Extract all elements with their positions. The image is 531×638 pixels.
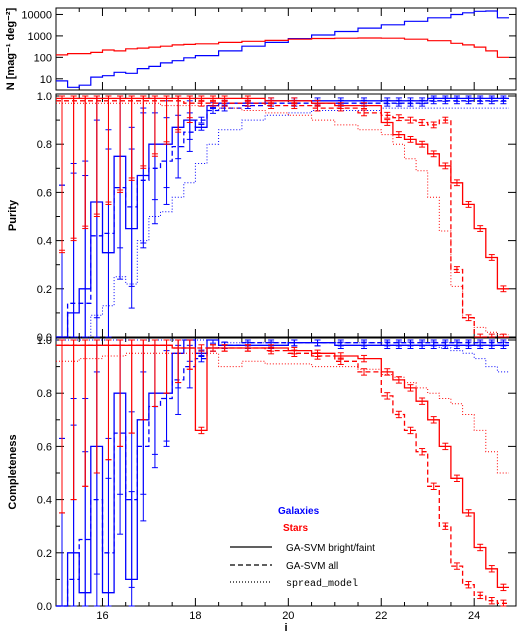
completeness-panel-series-stars-all: [56, 344, 509, 604]
purity-panel-y-tick-label: 0.6: [37, 187, 52, 199]
purity-panel-series-galaxies-spread-model: [56, 107, 509, 338]
counts-ylabel: N [mag⁻¹ deg⁻²]: [5, 7, 17, 90]
counts-series-galaxies: [56, 10, 509, 88]
purity-panel-y-tick-label: 0.4: [37, 236, 52, 248]
legend-all-label: GA-SVM all: [286, 561, 338, 572]
counts-series-stars: [56, 37, 509, 58]
purity-panel-y-tick-label: 0.8: [37, 139, 52, 151]
legend: Galaxies Stars GA-SVM bright/faint GA-SV…: [230, 506, 375, 590]
completeness-panel-y-tick-label: 0.8: [37, 388, 52, 400]
completeness-panel-y-tick-label: 1.0: [37, 335, 52, 347]
completeness-panel-series-galaxies-bright-faint: [56, 339, 509, 607]
completeness-panel-y-tick-label: 0.0: [37, 601, 52, 613]
counts-panel-frame: [55, 7, 517, 91]
legend-spread-label: spread_model: [286, 578, 358, 590]
purity-panel-y-tick-label: 1.0: [37, 91, 52, 103]
completeness-panel-frame: [55, 337, 517, 607]
purity-panel-frame: [55, 93, 517, 338]
completeness-panel-series-stars-spread-model: [56, 352, 509, 474]
counts-y-tick-label: 10: [40, 74, 52, 86]
completeness-panel-series-stars-bright-faint: [56, 344, 509, 589]
completeness-panel: 16 18 20 22 24 0.0 0.2 0.4 0.6 0.8 1.0 Completeness…: [7, 335, 517, 634]
purity-panel-ylabel: Purity: [7, 199, 19, 231]
completeness-panel-y-tick-label: 0.2: [37, 548, 52, 560]
completeness-panel-ylabel: Completeness: [7, 434, 19, 509]
purity-panel-series-galaxies-all: [56, 100, 509, 338]
purity-panel-series-stars-bright-faint: [56, 97, 509, 290]
completeness-panel-series-galaxies-all: [56, 342, 509, 607]
purity-panel: 0.0 0.2 0.4 0.6 0.8 1.0 Purity: [7, 91, 517, 344]
legend-stars-label: Stars: [283, 523, 308, 534]
legend-galaxies-label: Galaxies: [278, 506, 320, 517]
purity-panel-series-stars-spread-model: [56, 102, 509, 336]
counts-y-tick-label: 100: [34, 52, 52, 64]
x-tick-label: 16: [96, 610, 108, 622]
counts-y-tick-label: 1000: [28, 31, 52, 43]
x-tick-label: 20: [282, 610, 294, 622]
x-tick-label: 18: [189, 610, 201, 622]
x-tick-label: 22: [375, 610, 387, 622]
purity-panel-series-stars-all: [56, 100, 509, 338]
completeness-panel-series-galaxies-spread-model: [56, 339, 509, 373]
completeness-panel-y-tick-label: 0.4: [37, 495, 52, 507]
counts-panel: 10000 1000 100 10 N [mag⁻¹ deg⁻²]: [5, 7, 517, 91]
completeness-panel-y-tick-label: 0.6: [37, 441, 52, 453]
purity-panel-y-tick-label: 0.0: [37, 332, 52, 344]
purity-panel-series-galaxies-bright-faint: [56, 97, 509, 338]
x-tick-label: 24: [468, 610, 480, 622]
purity-panel-y-tick-label: 0.2: [37, 284, 52, 296]
x-axis-label: i: [284, 622, 287, 634]
counts-y-tick-label: 10000: [21, 9, 52, 21]
legend-bright-faint-label: GA-SVM bright/faint: [286, 543, 375, 554]
